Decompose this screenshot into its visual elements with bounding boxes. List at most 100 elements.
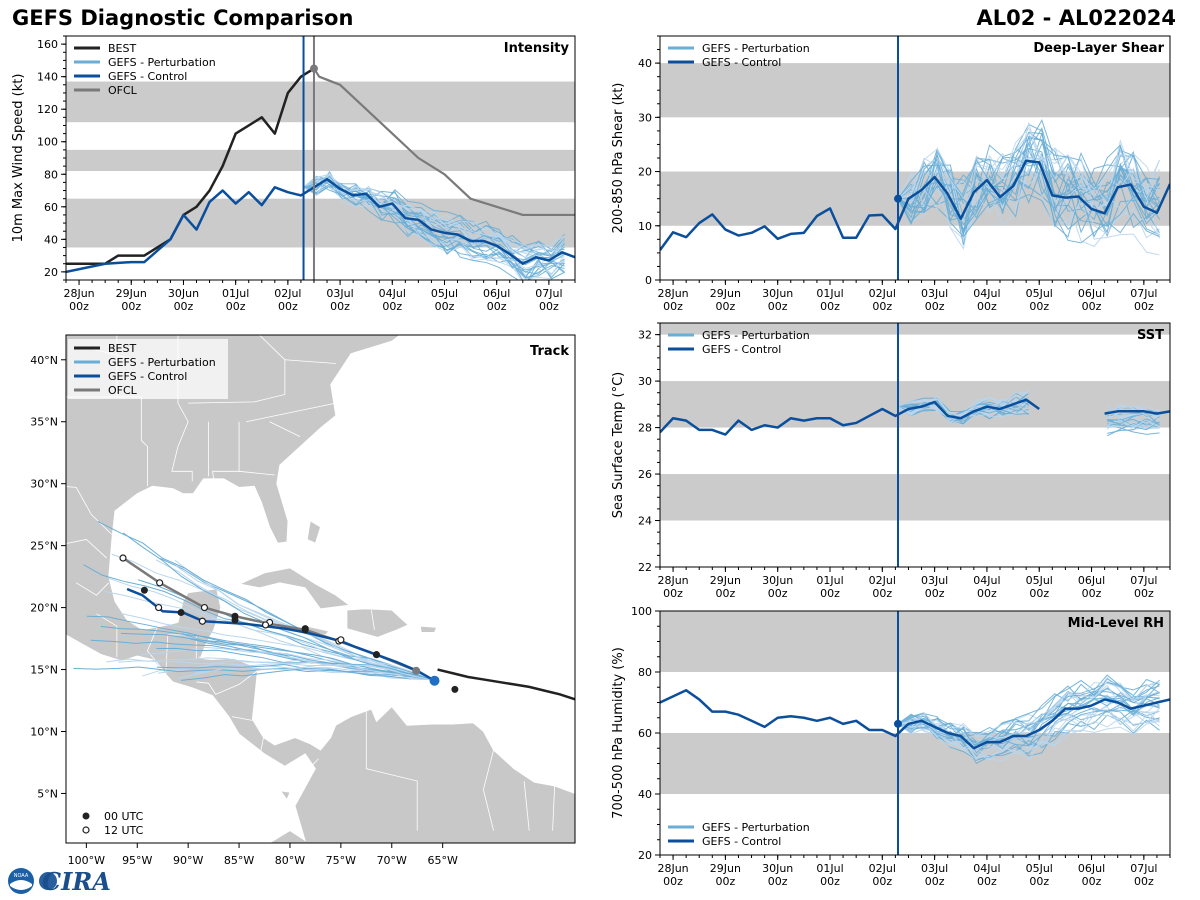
marker-legend-label: 12 UTC [104,824,144,837]
x-tick-label: 00z [872,300,892,313]
x-tick-label: 02Jul [274,287,301,300]
x-tick-label: 00z [226,300,246,313]
x-tick-label: 00z [820,587,840,600]
x-tick-label: 00z [539,300,559,313]
x-tick-label: 05Jul [1026,574,1053,587]
x-tick-label: 00z [1029,300,1049,313]
y-axis-label: 200-850 hPa Shear (kt) [611,83,626,234]
sst-panel: 22242628303228Jun00z29Jun00z30Jun00z01Ju… [611,322,1171,600]
track-12z-marker [261,621,270,629]
perturbation-line [897,154,1160,207]
y-tick-label: 25°N [30,540,58,553]
x-tick-label: 00z [1029,587,1049,600]
x-tick-label: 00z [820,300,840,313]
legend-label: GEFS - Perturbation [702,329,810,342]
legend-label: BEST [108,42,136,55]
x-tick-label: 04Jul [973,862,1000,875]
x-tick-label: 00z [1134,875,1154,888]
x-tick-label: 05Jul [431,287,458,300]
x-tick-label: 65°W [427,854,457,867]
land-island [306,520,321,544]
political-border [75,582,110,596]
y-axis-label: 700-500 hPa Humidity (%) [611,647,626,819]
x-tick-label: 28Jun [63,287,94,300]
x-tick-label: 00z [1134,300,1154,313]
shear-panel: 01020304028Jun00z29Jun00z30Jun00z01Jul00… [611,35,1171,313]
x-tick-label: 06Jul [483,287,510,300]
perturbation-track [111,553,433,680]
perturbation-line [897,709,1160,759]
political-border [260,737,264,753]
track-12z-marker [198,617,207,625]
perturbation-line [897,684,1160,751]
x-tick-label: 28Jun [657,574,688,587]
political-border [171,335,193,482]
cira-logo-icon: CIRA [39,867,111,896]
x-tick-label: 80°W [275,854,305,867]
political-border [284,359,336,364]
perturbation-line [897,143,1160,213]
track-panel: 100°W 95°W 90°W 85°W 80°W 75°W 70°W 65°W 5°N 10°N… [25,334,576,867]
rh-plot-area [660,611,1170,794]
political-border [196,670,258,695]
x-tick-label: 30Jun [762,287,793,300]
perturbation-line [303,177,565,256]
noaa-logo-icon: NOAA [8,868,34,894]
x-tick-label: 100°W [68,854,105,867]
y-tick-label: 0 [645,274,652,287]
y-tick-label: 15°N [30,664,58,677]
perturbation-line [897,720,1160,761]
y-tick-label: 30 [638,111,652,124]
x-tick-label: 01Jul [816,862,843,875]
political-border [66,486,113,535]
track-00z-marker [231,616,239,624]
x-tick-label: 02Jul [869,574,896,587]
political-border [25,459,56,461]
panel-title: Deep-Layer Shear [1033,41,1164,56]
x-tick-label: 07Jul [1130,287,1157,300]
threshold-band [660,474,1170,521]
x-tick-label: 30Jun [762,862,793,875]
legend-label: GEFS - Perturbation [108,356,216,369]
perturbation-line [303,173,565,256]
x-tick-label: 00z [872,875,892,888]
x-tick-label: 03Jul [921,287,948,300]
political-border [239,470,275,476]
y-tick-label: 60 [638,727,652,740]
track-00z-marker [301,625,309,633]
perturbation-track [120,613,433,680]
track-00z-marker [140,586,148,594]
x-tick-label: 00z [663,587,683,600]
perturbation-track [97,520,433,680]
threshold-band [660,611,1170,672]
political-border [231,716,253,721]
x-tick-label: 05Jul [1026,862,1053,875]
x-tick-label: 06Jul [1078,287,1105,300]
threshold-band [660,63,1170,118]
control-line [660,689,1170,750]
x-tick-label: 03Jul [921,862,948,875]
land-island [279,790,291,801]
political-border [96,613,118,658]
sst-plot-area [660,323,1170,521]
x-tick-label: 00z [715,875,735,888]
x-tick-label: 00z [925,587,945,600]
best-track [437,668,575,701]
x-tick-label: 00z [1082,587,1102,600]
x-tick-label: 05Jul [1026,287,1053,300]
x-tick-label: 29Jun [710,574,741,587]
panel-title: SST [1137,328,1164,343]
ofcl-start-marker [412,666,421,675]
x-tick-label: 00z [382,300,402,313]
x-tick-label: 75°W [326,854,356,867]
track-12z-marker [200,603,209,612]
perturbation-line [897,182,1160,238]
y-tick-label: 100 [37,136,58,149]
legend-label: GEFS - Perturbation [702,821,810,834]
y-tick-label: 160 [37,38,58,51]
y-tick-label: 60 [44,201,58,214]
marker-legend-00z [82,812,90,820]
storm-id-label: AL02 - AL022024 [976,6,1177,30]
y-tick-label: 26 [638,468,652,481]
x-tick-label: 00z [925,300,945,313]
